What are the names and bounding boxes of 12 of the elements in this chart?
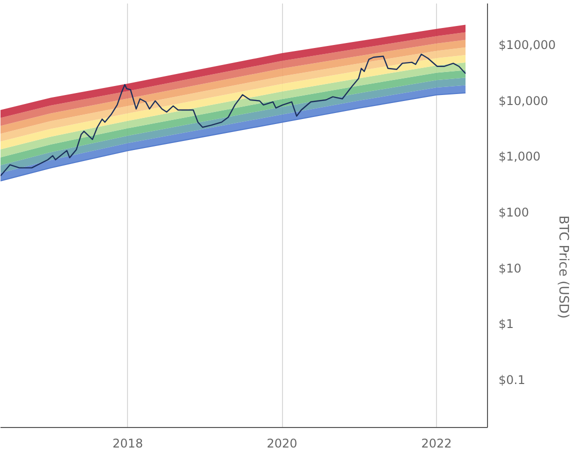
y-tick-label: $1 [498, 317, 514, 332]
line-series [0, 54, 466, 177]
y-axis-title: BTC Price (USD) [555, 216, 570, 319]
x-tick-label: 2022 [421, 436, 452, 450]
x-tick-label: 2020 [266, 436, 298, 450]
y-tick-label: $1,000 [498, 150, 540, 164]
y-tick-label: $100,000 [498, 38, 556, 52]
y-tick-label: $10 [498, 261, 522, 276]
x-tick-label: 2018 [112, 436, 144, 450]
y-tick-label: $0.1 [498, 372, 526, 387]
y-tick-label: $100 [498, 205, 530, 220]
y-tick-label: $10,000 [498, 94, 548, 108]
